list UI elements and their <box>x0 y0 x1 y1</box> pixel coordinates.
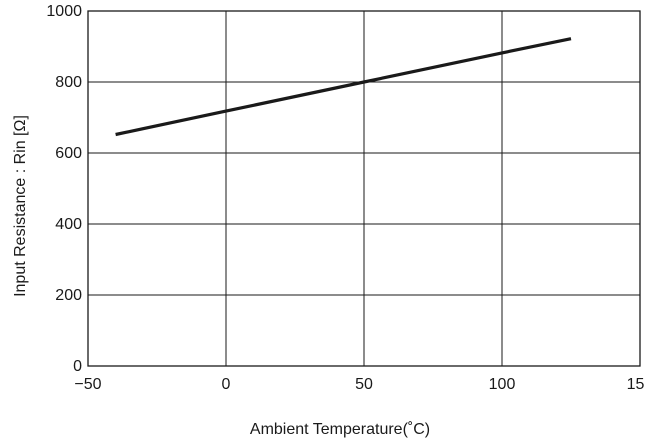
x-tick-label: 0 <box>222 376 231 393</box>
x-tick-label: 100 <box>489 376 516 393</box>
x-axis-title: Ambient Temperature(˚C) <box>250 421 430 438</box>
series-layer <box>115 37 572 137</box>
y-tick-label: 800 <box>55 74 82 91</box>
y-axis-title: Input Resistance : Rin [Ω] <box>12 115 29 297</box>
y-tick-label: 200 <box>55 287 82 304</box>
y-tick-label: 1000 <box>46 3 82 20</box>
y-tick-label: 600 <box>55 145 82 162</box>
plot-frame <box>87 10 641 367</box>
grid-lines <box>87 10 641 367</box>
x-tick-label: 150 <box>627 376 645 393</box>
y-tick-label: 0 <box>73 358 82 375</box>
series-line <box>115 37 572 137</box>
y-tick-labels: 0 200 400 600 800 1000 <box>46 3 82 375</box>
y-tick-label: 400 <box>55 216 82 233</box>
x-tick-labels: −50 0 50 100 150 <box>74 376 645 393</box>
x-tick-label: −50 <box>74 376 101 393</box>
x-tick-label: 50 <box>355 376 373 393</box>
